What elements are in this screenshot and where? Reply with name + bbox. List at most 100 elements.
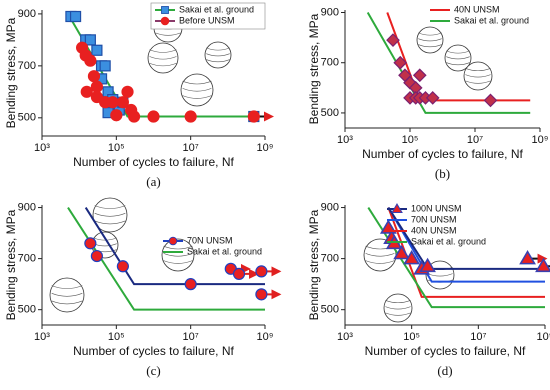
sphere-line bbox=[149, 49, 177, 53]
sphere-line bbox=[149, 56, 177, 60]
specimen-sphere bbox=[463, 61, 493, 91]
legend-label: Sakai et al. ground bbox=[179, 4, 254, 14]
x-tick-label: 10⁹ bbox=[257, 142, 274, 154]
sphere-line bbox=[51, 293, 83, 297]
specimen-sphere bbox=[180, 73, 214, 107]
sphere-line bbox=[465, 80, 491, 84]
y-tick-label: 900 bbox=[18, 8, 36, 20]
x-axis-label: Number of cycles to failure, Nf bbox=[73, 344, 234, 358]
sphere-line bbox=[182, 88, 212, 92]
circle-marker bbox=[84, 54, 97, 67]
diamond-marker bbox=[425, 91, 440, 105]
y-tick-label: 500 bbox=[18, 112, 36, 124]
legend-label: Sakai et al. ground bbox=[411, 236, 486, 246]
sphere-line bbox=[365, 260, 395, 264]
triangle-marker bbox=[391, 202, 403, 214]
triangle-marker bbox=[535, 257, 550, 273]
specimen-sphere bbox=[161, 238, 195, 272]
specimen-sphere bbox=[147, 42, 179, 74]
sphere-line bbox=[182, 80, 212, 85]
y-axis-label: Bending stress, MPa bbox=[4, 17, 18, 128]
circle-marker bbox=[247, 110, 260, 123]
square-marker bbox=[84, 34, 96, 46]
triangle-marker bbox=[419, 257, 436, 273]
legend-label: 100N UNSM bbox=[411, 203, 462, 213]
sphere-line bbox=[155, 32, 181, 36]
circle-marker bbox=[232, 267, 246, 281]
y-tick-label: 700 bbox=[321, 57, 339, 69]
y-tick-label: 700 bbox=[321, 253, 339, 265]
circle-marker bbox=[255, 265, 268, 278]
circle-marker bbox=[255, 288, 268, 301]
x-tick-label: 10⁷ bbox=[183, 331, 199, 343]
sphere-line bbox=[149, 62, 177, 67]
sphere-line bbox=[94, 213, 126, 217]
panel-label: (a) bbox=[146, 174, 160, 189]
series-line bbox=[387, 207, 545, 298]
triangle-marker bbox=[393, 244, 411, 260]
x-tick-label: 10⁹ bbox=[532, 134, 549, 146]
diamond-marker bbox=[483, 93, 498, 108]
circle-marker bbox=[106, 96, 119, 109]
legend-label: 70N UNSM bbox=[411, 214, 457, 224]
y-axis-label: Bending stress, MPa bbox=[4, 209, 18, 320]
square-marker bbox=[91, 44, 103, 56]
square-marker bbox=[161, 6, 169, 14]
circle-marker bbox=[116, 96, 129, 109]
sphere-line bbox=[418, 38, 442, 42]
diamond-marker bbox=[393, 55, 408, 70]
x-tick-label: 10⁵ bbox=[108, 142, 125, 154]
circle-marker bbox=[121, 85, 134, 98]
series-line bbox=[84, 207, 265, 286]
legend-box bbox=[150, 2, 266, 30]
sphere-line bbox=[365, 253, 395, 257]
sphere-line bbox=[465, 68, 491, 72]
sphere-line bbox=[418, 44, 442, 48]
x-tick-label: 10⁷ bbox=[183, 142, 199, 154]
specimen-sphere bbox=[92, 197, 128, 233]
sphere-line bbox=[446, 50, 470, 54]
sphere-line bbox=[418, 32, 442, 36]
legend-label: 40N UNSM bbox=[454, 4, 500, 14]
sphere-line bbox=[206, 59, 230, 63]
diamond-marker bbox=[386, 33, 400, 47]
circle-marker bbox=[160, 16, 170, 26]
circle-marker bbox=[147, 110, 160, 123]
legend-label: Sakai et al. ground bbox=[187, 246, 262, 256]
circle-marker bbox=[84, 237, 97, 250]
specimen-sphere bbox=[383, 293, 413, 323]
x-tick-label: 10⁹ bbox=[257, 331, 274, 343]
x-axis-label: Number of cycles to failure, Nf bbox=[362, 147, 523, 161]
sphere-line bbox=[163, 245, 193, 250]
sphere-line bbox=[51, 285, 83, 289]
x-tick-label: 10³ bbox=[337, 134, 353, 146]
circle-marker bbox=[90, 80, 103, 93]
sphere-line bbox=[206, 53, 230, 57]
sphere-line bbox=[446, 62, 470, 66]
x-tick-label: 10⁵ bbox=[402, 134, 419, 146]
y-tick-label: 500 bbox=[321, 107, 339, 119]
series-line bbox=[387, 207, 545, 283]
sphere-line bbox=[51, 300, 83, 305]
specimen-sphere bbox=[444, 44, 472, 72]
sphere-line bbox=[93, 237, 117, 241]
circle-marker bbox=[184, 110, 197, 123]
legend-label: Sakai et al. ground bbox=[454, 15, 529, 25]
circle-marker bbox=[90, 249, 103, 263]
triangle-marker bbox=[403, 250, 421, 265]
series-line bbox=[366, 12, 531, 114]
square-marker bbox=[99, 60, 111, 72]
sphere-line bbox=[385, 300, 411, 304]
x-tick-label: 10³ bbox=[337, 331, 353, 343]
y-tick-label: 500 bbox=[321, 304, 339, 316]
x-tick-label: 10³ bbox=[34, 142, 50, 154]
circle-marker bbox=[110, 109, 123, 122]
sphere-line bbox=[163, 253, 193, 257]
y-tick-label: 700 bbox=[18, 253, 36, 265]
x-axis-label: Number of cycles to failure, Nf bbox=[365, 344, 526, 358]
x-tick-label: 10⁷ bbox=[470, 331, 486, 343]
circle-marker bbox=[80, 85, 93, 98]
legend-label: 70N UNSM bbox=[187, 235, 233, 245]
